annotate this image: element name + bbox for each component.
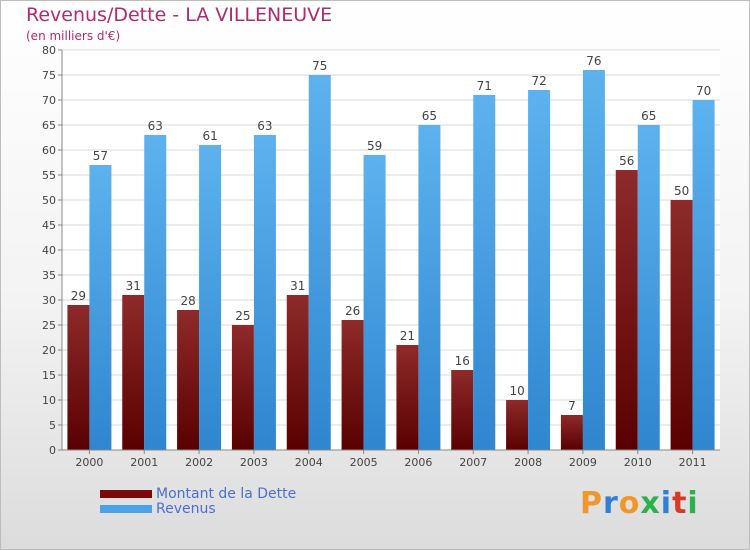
bar-dette: [231, 325, 254, 450]
x-tick-label: 2002: [185, 456, 213, 469]
x-axis: 2000 2001 2002 2003 2004 2005 2006 2007 2008 2009…: [62, 449, 720, 469]
y-tick-label: 65: [42, 119, 56, 132]
value-label-dette: 50: [674, 184, 689, 198]
bar-revenus: [144, 135, 167, 450]
value-label-revenus: 76: [586, 54, 601, 68]
value-label-revenus: 70: [696, 84, 711, 98]
x-tick-label: 2011: [679, 456, 707, 469]
value-label-revenus: 57: [93, 149, 108, 163]
bar-revenus: [473, 95, 496, 450]
y-tick-label: 5: [49, 419, 56, 432]
value-label-dette: 56: [619, 154, 634, 168]
y-tick-label: 70: [42, 94, 56, 107]
legend-swatch-revenus: [100, 505, 152, 513]
x-tick-label: 2008: [514, 456, 542, 469]
y-tick-label: 40: [42, 244, 56, 257]
value-label-revenus: 71: [477, 79, 492, 93]
value-label-revenus: 65: [641, 109, 656, 123]
legend-swatch-dette: [100, 490, 152, 498]
x-tick-label: 2000: [75, 456, 103, 469]
bar-dette: [615, 170, 638, 450]
y-tick-label: 75: [42, 69, 56, 82]
x-tick-label: 2005: [350, 456, 378, 469]
bar-revenus: [692, 100, 715, 450]
x-tick-label: 2003: [240, 456, 268, 469]
bar-revenus: [308, 75, 331, 450]
value-label-revenus: 59: [367, 139, 382, 153]
value-label-dette: 29: [71, 289, 86, 303]
value-label-revenus: 65: [422, 109, 437, 123]
y-tick-label: 20: [42, 344, 56, 357]
bar-dette: [670, 200, 693, 450]
chart-subtitle: (en milliers d'€): [26, 29, 121, 43]
bar-dette: [286, 295, 309, 450]
value-label-dette: 25: [235, 309, 250, 323]
y-axis: 0 5 10 15 20 25 30 35 40 45 50 55 60 65 70 75 80: [42, 44, 63, 457]
value-label-revenus: 63: [257, 119, 272, 133]
value-label-revenus: 75: [312, 59, 327, 73]
chart-title: Revenus/Dette - LA VILLENEUVE: [26, 4, 333, 26]
y-tick-label: 0: [49, 444, 56, 457]
value-label-dette: 31: [126, 279, 141, 293]
bar-revenus: [418, 125, 441, 450]
value-label-revenus: 72: [531, 74, 546, 88]
bar-revenus: [253, 135, 276, 450]
bar-revenus: [528, 90, 551, 450]
x-tick-label: 2007: [459, 456, 487, 469]
x-tick-label: 2009: [569, 456, 597, 469]
value-label-dette: 31: [290, 279, 305, 293]
y-tick-label: 60: [42, 144, 56, 157]
proxiti-logo: Proxiti: [580, 486, 699, 521]
bar-revenus: [89, 165, 112, 450]
value-label-revenus: 61: [202, 129, 217, 143]
value-label-dette: 10: [509, 384, 524, 398]
value-label-dette: 28: [180, 294, 195, 308]
x-tick-label: 2001: [130, 456, 158, 469]
value-label-revenus: 63: [148, 119, 163, 133]
y-tick-label: 30: [42, 294, 56, 307]
bars: 29 57 31 63 28 61 25 63 31 75 26 59 21 65 16 71 10 72 7 76 5…: [67, 54, 715, 450]
value-label-dette: 16: [455, 354, 470, 368]
bar-revenus: [637, 125, 660, 450]
bar-dette: [177, 310, 200, 450]
grid-lines: [62, 49, 720, 451]
bar-dette: [506, 400, 529, 450]
bar-revenus: [582, 70, 605, 450]
bar-revenus: [199, 145, 222, 450]
y-tick-label: 15: [42, 369, 56, 382]
bar-revenus: [363, 155, 386, 450]
bar-dette: [560, 415, 583, 450]
y-tick-label: 50: [42, 194, 56, 207]
value-label-dette: 21: [400, 329, 415, 343]
value-label-dette: 26: [345, 304, 360, 318]
bar-dette: [122, 295, 145, 450]
y-tick-label: 35: [42, 269, 56, 282]
x-tick-label: 2010: [624, 456, 652, 469]
y-tick-label: 25: [42, 319, 56, 332]
y-tick-label: 55: [42, 169, 56, 182]
bar-dette: [451, 370, 474, 450]
bar-dette: [396, 345, 419, 450]
y-tick-label: 10: [42, 394, 56, 407]
legend-label-revenus: Revenus: [156, 501, 216, 517]
y-tick-label: 45: [42, 219, 56, 232]
x-tick-label: 2004: [295, 456, 323, 469]
y-tick-label: 80: [42, 44, 56, 57]
legend-label-dette: Montant de la Dette: [156, 486, 297, 502]
x-tick-label: 2006: [404, 456, 432, 469]
bar-dette: [67, 305, 90, 450]
bar-dette: [341, 320, 364, 450]
value-label-dette: 7: [568, 399, 576, 413]
